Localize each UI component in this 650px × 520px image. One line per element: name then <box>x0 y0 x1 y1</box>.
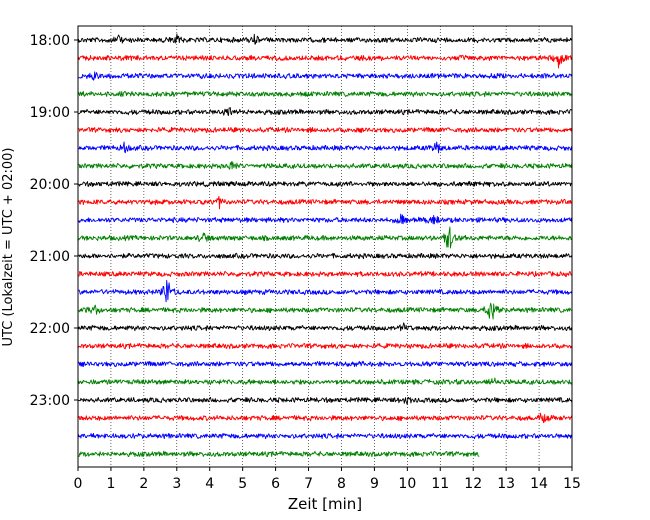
x-tick-label: 4 <box>205 476 214 492</box>
y-axis: 18:00 19:00 20:00 21:00 22:00 23:00 <box>30 33 78 409</box>
seismic-trace <box>78 360 573 368</box>
y-tick-label: 22:00 <box>30 321 70 337</box>
x-tick-label: 1 <box>106 476 115 492</box>
seismic-trace <box>78 180 573 188</box>
seismic-trace <box>78 71 573 81</box>
y-tick-label: 18:00 <box>30 33 70 49</box>
seismic-trace <box>78 302 572 320</box>
seismic-trace <box>78 377 573 386</box>
seismic-trace <box>78 322 573 332</box>
y-tick-label: 20:00 <box>30 177 70 193</box>
trace-group <box>78 33 573 458</box>
seismic-trace <box>78 226 572 249</box>
seismic-trace <box>78 33 573 45</box>
seismic-trace <box>78 279 573 303</box>
x-tick-label: 3 <box>172 476 181 492</box>
seismic-trace <box>78 195 572 210</box>
seismic-trace <box>78 90 573 98</box>
x-tick-label: 0 <box>74 476 83 492</box>
x-tick-label: 8 <box>337 476 346 492</box>
seismic-trace <box>78 54 573 69</box>
x-tick-label: 5 <box>238 476 247 492</box>
seismic-trace <box>78 412 573 424</box>
x-tick-label: 7 <box>304 476 313 492</box>
y-tick-label: 21:00 <box>30 249 70 265</box>
x-tick-label: 6 <box>271 476 280 492</box>
seismic-trace <box>78 252 573 260</box>
seismic-trace <box>78 126 573 134</box>
y-tick-label: 23:00 <box>30 393 70 409</box>
x-tick-label: 13 <box>497 476 515 492</box>
x-tick-label: 11 <box>431 476 449 492</box>
x-axis: 0 1 2 3 4 5 6 7 8 9 10 11 12 13 14 15 <box>74 467 581 492</box>
x-tick-label: 14 <box>530 476 548 492</box>
x-axis-label: Zeit [min] <box>288 495 362 513</box>
seismic-trace <box>78 432 573 440</box>
x-tick-label: 15 <box>563 476 581 492</box>
seismic-trace <box>78 141 573 154</box>
seismic-trace <box>78 342 573 350</box>
plot-frame <box>77 25 573 468</box>
y-tick-label: 19:00 <box>30 105 70 121</box>
seismic-trace <box>78 396 573 405</box>
x-tick-label: 2 <box>139 476 148 492</box>
seismic-trace <box>78 107 573 116</box>
x-tick-label: 12 <box>464 476 482 492</box>
x-tick-label: 9 <box>370 476 379 492</box>
x-tick-label: 10 <box>398 476 416 492</box>
seismic-trace <box>78 213 573 225</box>
seismic-trace <box>78 161 573 170</box>
y-axis-label: UTC (Lokalzeit = UTC + 02:00) <box>1 148 16 347</box>
seismic-trace <box>78 450 480 458</box>
seismic-trace <box>78 270 573 278</box>
